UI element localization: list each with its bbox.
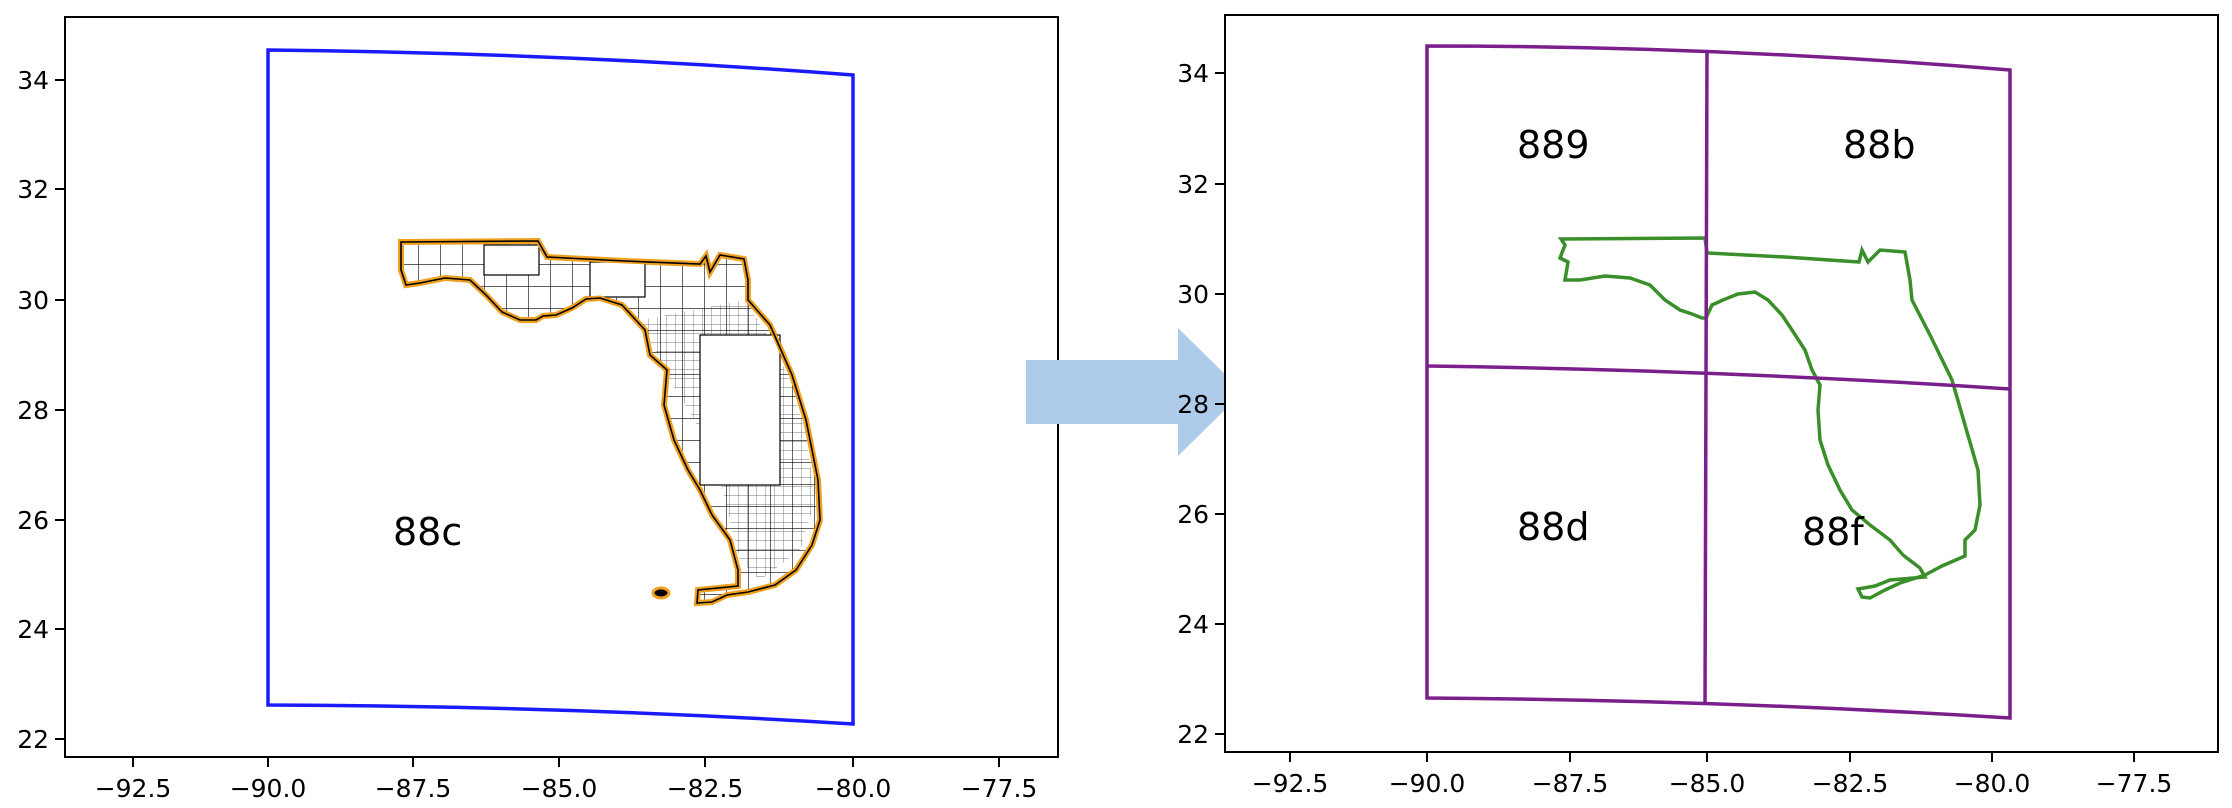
x-tick-label: −77.5: [961, 774, 1038, 803]
right-region-grid: [1425, 44, 2012, 720]
left-map-panel: 22 24 26 28 30 32 34 −92.5 −90.0 −87.5 −85.0 −82.5…: [17, 16, 1059, 803]
y-tick-label: 30: [1177, 280, 1209, 309]
y-tick-label: 32: [17, 175, 49, 204]
y-tick-label: 26: [1177, 500, 1209, 529]
x-tick-label: −87.5: [1532, 769, 1609, 798]
x-tick-label: −80.0: [815, 774, 892, 803]
x-tick-label: −82.5: [1812, 769, 1889, 798]
x-tick-label: −82.5: [667, 774, 744, 803]
x-tick-label: −77.5: [2096, 769, 2173, 798]
left-florida-shape: [398, 237, 824, 607]
x-tick-label: −80.0: [1954, 769, 2031, 798]
x-tick-label: −90.0: [1389, 769, 1466, 798]
x-tick-label: −92.5: [95, 774, 172, 803]
right-florida-outline: [1557, 236, 1982, 600]
left-region-bbox: [266, 48, 855, 726]
right-x-axis: −92.5 −90.0 −87.5 −85.0 −82.5 −80.0 −77.5: [1252, 752, 2173, 798]
y-tick-label: 30: [17, 286, 49, 315]
left-x-axis: −92.5 −90.0 −87.5 −85.0 −82.5 −80.0 −77.5: [95, 757, 1038, 803]
right-axes-frame: [1224, 14, 2219, 753]
y-tick-label: 28: [1177, 390, 1209, 419]
transform-arrow: [1026, 328, 1243, 456]
y-tick-label: 34: [17, 66, 49, 95]
region-label-88f: 88f: [1802, 510, 1865, 554]
y-tick-label: 32: [1177, 170, 1209, 199]
x-tick-label: −90.0: [230, 774, 307, 803]
x-tick-label: −85.0: [1669, 769, 1746, 798]
y-tick-label: 34: [1177, 59, 1209, 88]
y-tick-label: 28: [17, 396, 49, 425]
left-y-axis: 22 24 26 28 30 32 34: [17, 66, 65, 754]
y-tick-label: 24: [17, 615, 49, 644]
left-region-label: 88c: [393, 510, 462, 554]
y-tick-label: 22: [17, 725, 49, 754]
x-tick-label: −87.5: [375, 774, 452, 803]
region-label-88d: 88d: [1517, 505, 1589, 549]
y-tick-label: 24: [1177, 610, 1209, 639]
right-y-axis: 22 24 26 28 30 32 34: [1177, 59, 1225, 749]
y-tick-label: 26: [17, 506, 49, 535]
x-tick-label: −85.0: [521, 774, 598, 803]
region-label-88b: 88b: [1843, 123, 1915, 167]
right-map-panel: 22 24 26 28 30 32 34 −92.5 −90.0 −87.5 −85.0 −82.5…: [1177, 14, 2219, 798]
y-tick-label: 22: [1177, 720, 1209, 749]
region-label-889: 889: [1517, 123, 1590, 167]
left-axes-frame: [64, 16, 1059, 758]
x-tick-label: −92.5: [1252, 769, 1329, 798]
